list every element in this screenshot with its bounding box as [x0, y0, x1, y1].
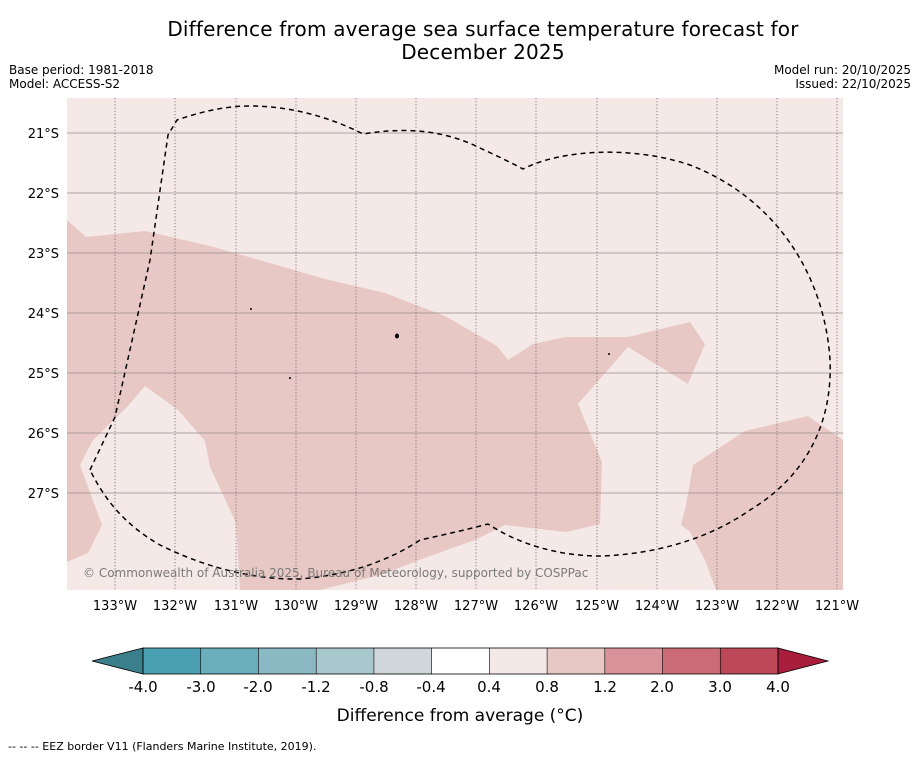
- colorbar: -4.0 -3.0 -2.0 -1.2 -0.8 -0.4 0.4 0.8 1.…: [91, 647, 830, 726]
- longitude-labels: 133°W 132°W 131°W 130°W 129°W 128°W 127°…: [93, 599, 859, 614]
- lat-label: 26°S: [28, 427, 59, 442]
- lon-label: 126°W: [514, 599, 558, 614]
- copyright-notice: © Commonwealth of Australia 2025, Bureau…: [83, 566, 588, 580]
- lon-label: 123°W: [695, 599, 739, 614]
- lon-label: 128°W: [394, 599, 438, 614]
- colorbar-tick-label: 0.4: [477, 678, 501, 696]
- colorbar-tick-label: 3.0: [708, 678, 732, 696]
- colorbar-tick-label: -0.8: [359, 678, 388, 696]
- colorbar-extend-low: [91, 647, 144, 675]
- lon-label: 130°W: [274, 599, 318, 614]
- lon-label: 125°W: [575, 599, 619, 614]
- eez-footnote: -- -- -- EEZ border V11 (Flanders Marine…: [8, 740, 317, 753]
- lon-label: 131°W: [214, 599, 258, 614]
- map-title: Difference from average sea surface temp…: [0, 18, 919, 64]
- colorbar-tick-label: -0.4: [416, 678, 445, 696]
- lon-label: 122°W: [755, 599, 799, 614]
- base-period-text: Base period: 1981-2018: [9, 63, 154, 77]
- island-marker: [608, 353, 610, 355]
- colorbar-tick-label: -4.0: [128, 678, 157, 696]
- eez-border: [89, 105, 831, 580]
- lon-label: 124°W: [635, 599, 679, 614]
- anomaly-region-0.8-1.2-southeast: [681, 416, 843, 590]
- colorbar-swatch: [489, 648, 548, 674]
- colorbar-title: Difference from average (°C): [337, 706, 584, 726]
- anomaly-region-0.8-1.2-main: [67, 220, 705, 590]
- base-period-info: Base period: 1981-2018 Model: ACCESS-S2: [9, 63, 154, 91]
- colorbar-swatch: [316, 648, 375, 674]
- lon-label: 121°W: [815, 599, 859, 614]
- colorbar-frame: [142, 647, 779, 675]
- colorbar-tick-label: 1.2: [593, 678, 617, 696]
- longitude-gridlines: [114, 98, 838, 590]
- island-marker: [250, 308, 252, 310]
- lat-label: 23°S: [28, 247, 59, 262]
- colorbar-extend-high: [777, 647, 830, 675]
- colorbar-tick-labels: -4.0 -3.0 -2.0 -1.2 -0.8 -0.4 0.4 0.8 1.…: [128, 678, 790, 696]
- island-marker: [395, 333, 399, 339]
- colorbar-tick-label: 4.0: [766, 678, 790, 696]
- colorbar-swatch: [258, 648, 317, 674]
- colorbar-swatch: [662, 648, 721, 674]
- model-run-text: Model run: 20/10/2025: [773, 63, 911, 77]
- title-line-1: Difference from average sea surface temp…: [167, 17, 799, 41]
- colorbar-tick-label: -3.0: [186, 678, 215, 696]
- colorbar-tick-label: 0.8: [535, 678, 559, 696]
- lon-label: 127°W: [454, 599, 498, 614]
- lat-label: 22°S: [28, 187, 59, 202]
- latitude-gridlines: [67, 132, 843, 494]
- colorbar-tick-label: -1.2: [301, 678, 330, 696]
- lon-label: 133°W: [93, 599, 137, 614]
- colorbar-swatch: [200, 648, 259, 674]
- map-figure: © Commonwealth of Australia 2025, Bureau…: [28, 98, 859, 726]
- colorbar-tick-label: 2.0: [650, 678, 674, 696]
- lat-label: 25°S: [28, 367, 59, 382]
- issued-text: Issued: 22/10/2025: [795, 77, 911, 91]
- model-text: Model: ACCESS-S2: [9, 77, 121, 91]
- colorbar-swatch: [373, 648, 433, 674]
- colorbar-swatches: [143, 648, 779, 674]
- lat-label: 27°S: [28, 487, 59, 502]
- title-line-2: December 2025: [401, 40, 565, 64]
- colorbar-swatch: [604, 648, 664, 674]
- colorbar-swatch: [143, 648, 202, 674]
- colorbar-swatch: [431, 648, 490, 674]
- lat-label: 24°S: [28, 307, 59, 322]
- lat-label: 21°S: [28, 127, 59, 142]
- colorbar-tick-label: -2.0: [243, 678, 272, 696]
- map-panel: © Commonwealth of Australia 2025, Bureau…: [67, 98, 843, 590]
- colorbar-swatch: [720, 648, 779, 674]
- island-marker: [289, 377, 291, 379]
- run-info: Model run: 20/10/2025 Issued: 22/10/2025: [774, 63, 911, 91]
- latitude-labels: 21°S 22°S 23°S 24°S 25°S 26°S 27°S: [28, 127, 59, 502]
- colorbar-swatch: [547, 648, 606, 674]
- islands: [250, 308, 610, 379]
- lon-label: 132°W: [153, 599, 197, 614]
- lon-label: 129°W: [334, 599, 378, 614]
